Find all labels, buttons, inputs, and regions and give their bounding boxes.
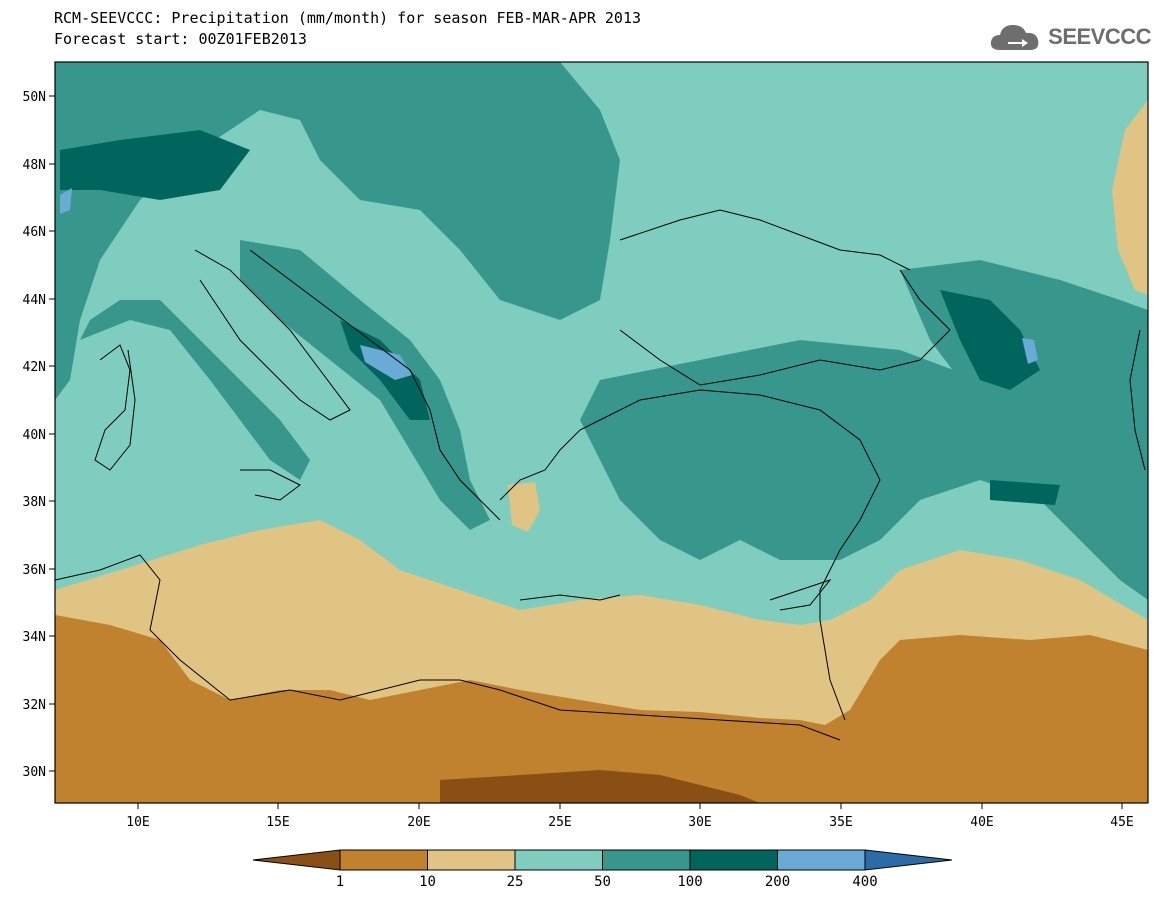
map-subtitle: Forecast start: 00Z01FEB2013 <box>54 30 307 48</box>
lat-label-36n: 36N <box>23 563 46 578</box>
crete-coast <box>519 594 621 601</box>
lat-label-42n: 42N <box>23 360 46 375</box>
colorbar-segment-below <box>252 849 341 871</box>
lon-label-20e: 20E <box>407 815 430 830</box>
colorbar-segment-above <box>864 849 953 871</box>
colorbar-label: 25 <box>507 874 524 890</box>
field-200-400-alps <box>60 188 72 214</box>
aegean-anatolia-coast <box>499 389 881 721</box>
longitude-labels: 10E 15E 20E 25E 30E 35E 40E 45E <box>126 815 1133 830</box>
latitude-labels: 50N 48N 46N 44N 42N 40N 38N 36N 34N 32N … <box>23 90 46 780</box>
sardinia-corsica-coast <box>94 344 136 471</box>
lat-label-40n: 40N <box>23 428 46 443</box>
field-100-200-caucasus <box>940 290 1040 390</box>
cyprus-coast <box>769 578 832 611</box>
lon-label-35e: 35E <box>829 815 852 830</box>
lat-label-32n: 32N <box>23 698 46 713</box>
colorbar-label: 10 <box>419 874 436 890</box>
black-sea-north-coast <box>619 209 911 271</box>
map-title-block: RCM-SEEVCCC: Precipitation (mm/month) fo… <box>54 8 641 50</box>
field-1-10-africa <box>55 615 1148 803</box>
axis-ticks <box>49 95 1123 809</box>
field-100-200-alps <box>60 130 250 200</box>
field-50-100-italy <box>80 300 310 480</box>
caspian-coast <box>1129 329 1146 471</box>
colorbar-segment <box>339 849 428 871</box>
lon-label-10e: 10E <box>126 815 149 830</box>
north-africa-coast <box>55 554 841 741</box>
field-10-25-northeast <box>1112 100 1148 295</box>
lon-label-40e: 40E <box>970 815 993 830</box>
lat-label-34n: 34N <box>23 630 46 645</box>
lat-label-38n: 38N <box>23 495 46 510</box>
colorbar-label: 400 <box>852 874 877 890</box>
field-50-100-adriatic <box>240 240 490 530</box>
field-200-400-caucasus <box>1022 338 1038 364</box>
logo-text: SEEVCCC <box>1048 24 1151 49</box>
colorbar-label: 200 <box>765 874 790 890</box>
coastlines <box>55 209 1146 741</box>
lat-label-46n: 46N <box>23 225 46 240</box>
field-10-25-peloponnese <box>508 482 540 532</box>
precipitation-field <box>55 62 1148 803</box>
field-below-1-libya <box>440 770 760 803</box>
sicily-coast <box>240 469 301 501</box>
field-200-400-montenegro <box>360 345 412 380</box>
lat-label-48n: 48N <box>23 158 46 173</box>
seevccc-logo: SEEVCCC <box>988 20 1151 54</box>
lat-label-44n: 44N <box>23 293 46 308</box>
italy-coast <box>194 249 351 421</box>
lat-label-50n: 50N <box>23 90 46 105</box>
colorbar-segment <box>427 849 516 871</box>
lon-label-45e: 45E <box>1110 815 1133 830</box>
colorbar: 1 10 25 50 100 200 400 <box>252 849 953 890</box>
colorbar-segment <box>514 849 603 871</box>
lon-label-15e: 15E <box>266 815 289 830</box>
cloud-arrow-icon <box>991 25 1039 50</box>
black-sea-south-coast <box>619 269 951 386</box>
colorbar-label: 100 <box>677 874 702 890</box>
colorbar-segment <box>777 849 866 871</box>
adriatic-east-coast <box>249 249 501 521</box>
colorbar-segment <box>602 849 691 871</box>
colorbar-label: 1 <box>336 874 344 890</box>
colorbar-label: 50 <box>594 874 611 890</box>
lat-label-30n: 30N <box>23 765 46 780</box>
map-frame <box>54 61 1149 804</box>
lon-label-25e: 25E <box>548 815 571 830</box>
map-title: RCM-SEEVCCC: Precipitation (mm/month) fo… <box>54 9 641 27</box>
field-100-200-east <box>990 480 1060 505</box>
lon-label-30e: 30E <box>688 815 711 830</box>
colorbar-segment <box>689 849 778 871</box>
